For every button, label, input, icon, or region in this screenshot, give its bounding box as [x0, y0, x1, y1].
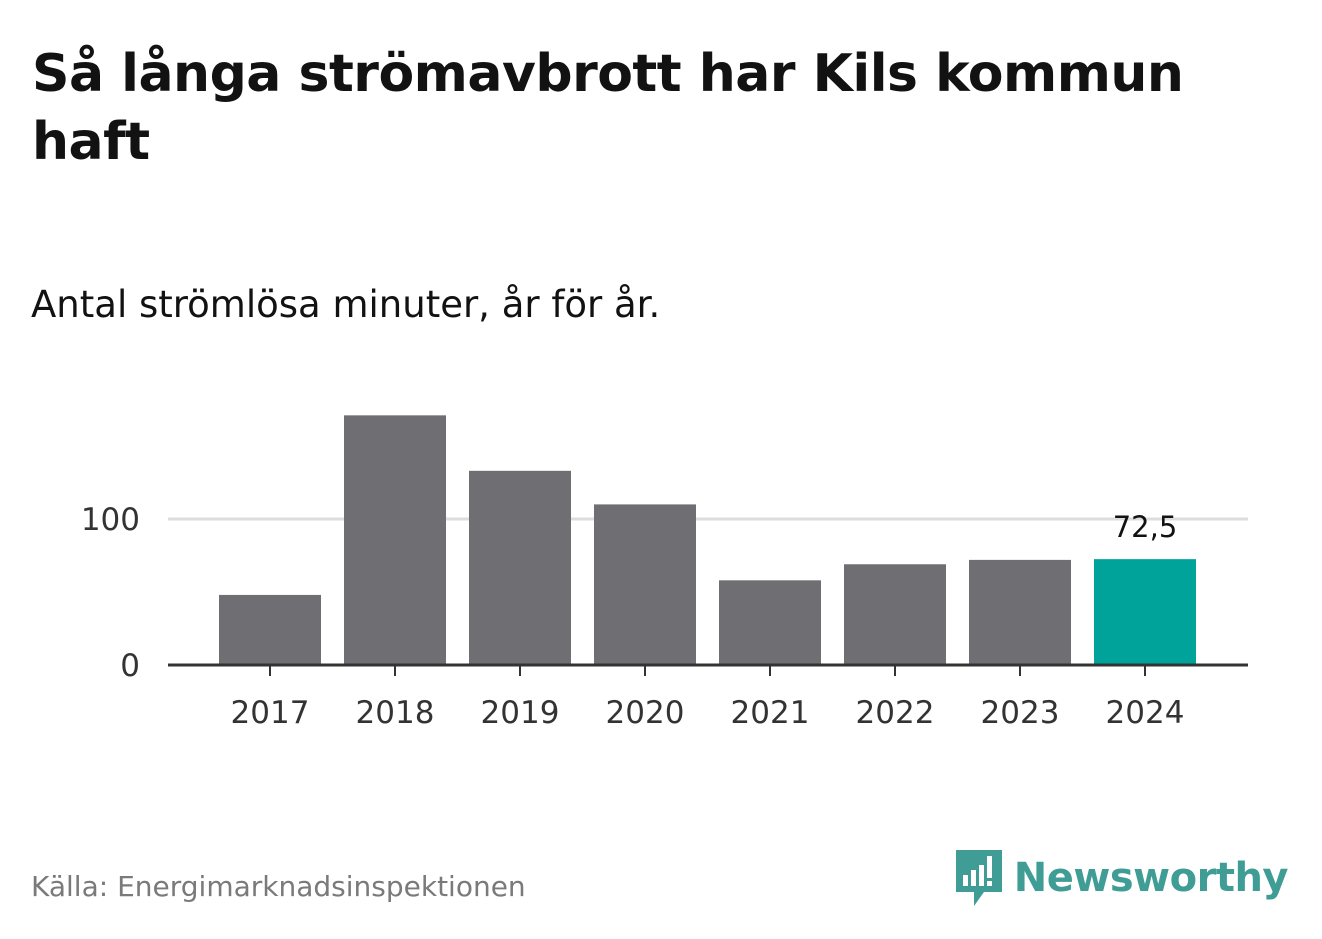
x-tick-label-2024: 2024	[1106, 695, 1185, 731]
bar-2021	[719, 580, 821, 665]
newsworthy-logo-icon	[955, 850, 1002, 906]
chart-title: Så långa strömavbrott har Kils kommun ha…	[32, 44, 1184, 172]
bar-2023	[969, 559, 1071, 665]
brand-name: Newsworthy	[1013, 855, 1289, 901]
y-tick-label-0: 0	[120, 648, 140, 684]
bar-2022	[844, 564, 946, 665]
chart-subtitle: Antal strömlösa minuter, år för år.	[31, 283, 661, 326]
x-tick-label-2021: 2021	[731, 695, 810, 731]
bar-chart: 0 100 2017 2018 2019 2020 2021 2022 2023 2024 72,5	[81, 415, 1248, 731]
bars	[219, 415, 1196, 665]
x-tick-label-2022: 2022	[856, 695, 935, 731]
bar-2020	[594, 504, 696, 665]
x-tick-label-2017: 2017	[231, 695, 310, 731]
data-label-2024: 72,5	[1113, 510, 1178, 544]
bar-2019	[469, 470, 571, 665]
brand-logo: Newsworthy	[954, 848, 1289, 908]
source-note: Källa: Energimarknadsinspektionen	[31, 870, 526, 903]
x-axis	[168, 663, 1248, 676]
x-tick-label-2019: 2019	[481, 695, 560, 731]
x-tick-label-2020: 2020	[606, 695, 685, 731]
x-tick-label-2023: 2023	[981, 695, 1060, 731]
bar-2017	[219, 594, 321, 665]
bar-2024	[1094, 559, 1196, 665]
x-tick-label-2018: 2018	[356, 695, 435, 731]
labels: 0 100 2017 2018 2019 2020 2021 2022 2023 2024 72,5	[81, 502, 1185, 731]
bar-2018	[344, 415, 446, 665]
y-tick-label-100: 100	[81, 502, 140, 538]
